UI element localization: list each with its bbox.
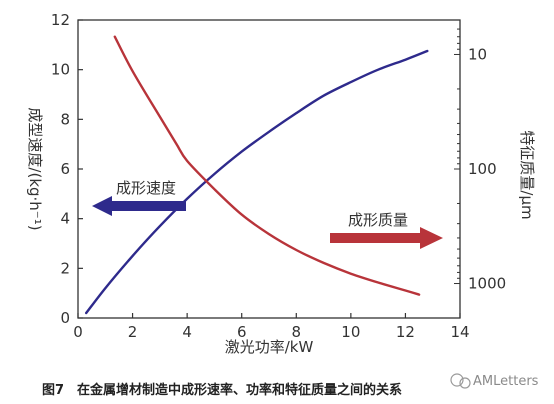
y-tick-label: 8 [60, 110, 70, 128]
series-line-speed [85, 49, 429, 315]
x-tick-label: 6 [237, 323, 247, 341]
series-layer [85, 35, 429, 315]
x-tick-label: 4 [182, 323, 192, 341]
annotation-quality: 成形质量 [330, 211, 443, 249]
y2-tick-label: 10 [468, 45, 487, 63]
watermark: AMLetters [450, 373, 539, 389]
y-tick-label: 6 [60, 160, 70, 178]
y-tick-label: 12 [51, 11, 70, 29]
y-tick-label: 4 [60, 210, 70, 228]
annotation-quality-label: 成形质量 [348, 211, 408, 229]
x-axis: 0 2 4 6 8 10 12 14 [73, 313, 470, 341]
plot-frame [77, 19, 461, 319]
x-tick-label: 12 [396, 323, 415, 341]
figure-caption: 图7 在金属增材制造中成形速率、功率和特征质量之间的关系 [42, 382, 402, 398]
watermark-text: AMLetters [473, 374, 539, 389]
x-tick-label: 8 [292, 323, 302, 341]
y2-tick-label: 100 [468, 160, 497, 178]
x-axis-title: 激光功率/kW [225, 338, 314, 356]
watermark-logo-icon [450, 373, 471, 389]
y-axis-right: 10 100 1000 [454, 19, 506, 319]
series-line-quality [113, 35, 421, 296]
y-tick-label: 10 [51, 61, 70, 79]
y-axis-title: 成型速度/(kg·h⁻¹) [26, 107, 44, 230]
annotation-speed-label: 成形速度 [116, 179, 176, 197]
right-arrow-icon [330, 227, 443, 249]
annotation-speed: 成形速度 [92, 179, 186, 216]
y-axis-left: 0 2 4 6 8 10 12 [51, 11, 83, 327]
y-tick-label: 0 [60, 309, 70, 327]
left-arrow-icon [92, 196, 186, 216]
x-tick-label: 2 [128, 323, 138, 341]
x-tick-label: 0 [73, 323, 83, 341]
y2-tick-label: 1000 [468, 275, 506, 293]
y-tick-label: 2 [60, 259, 70, 277]
x-tick-label: 10 [341, 323, 360, 341]
x-tick-label: 14 [450, 323, 469, 341]
y2-axis-title: 特征质量/μm [518, 130, 536, 219]
